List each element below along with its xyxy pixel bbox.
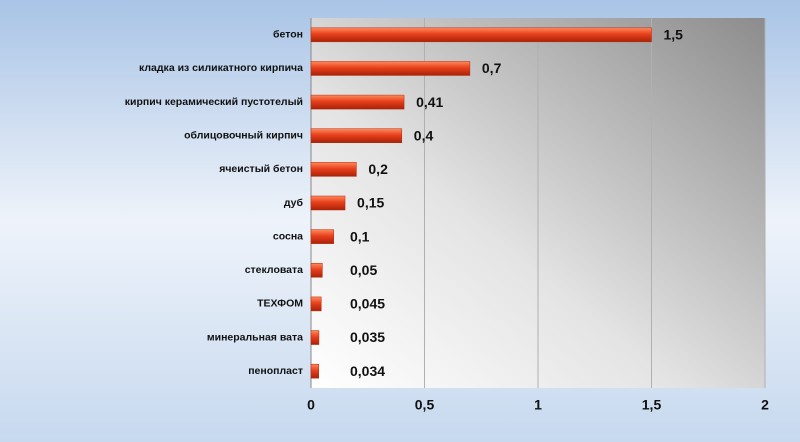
value-label: 0,15 <box>357 195 384 211</box>
value-label: 0,2 <box>368 161 388 177</box>
x-tick-label: 1,5 <box>642 397 662 413</box>
bar <box>310 27 652 43</box>
x-tick-label: 0,5 <box>415 397 435 413</box>
bar <box>310 363 319 379</box>
bar <box>310 162 357 177</box>
value-label: 0,05 <box>350 262 377 278</box>
value-label: 0,4 <box>414 127 434 143</box>
y-tick-label: дуб <box>284 197 304 209</box>
x-tick-label: 0 <box>307 397 315 413</box>
y-tick-label: ТЕХФОМ <box>257 298 303 310</box>
value-label: 0,1 <box>350 228 370 244</box>
value-label: 1,5 <box>664 27 684 43</box>
y-tick-label: кладка из силикатного кирпича <box>139 62 303 74</box>
y-tick-label: минеральная вата <box>207 331 303 343</box>
bar <box>310 61 471 76</box>
bar <box>310 94 405 110</box>
y-tick-label: кирпич керамический пустотелый <box>125 96 303 108</box>
y-tick-label: бетон <box>273 29 303 41</box>
value-label: 0,7 <box>482 60 502 76</box>
y-tick-label: стекловата <box>245 264 303 276</box>
y-tick-label: ячеистый бетон <box>219 163 303 175</box>
value-label: 0,035 <box>350 329 385 345</box>
bar <box>310 229 334 244</box>
y-tick-label: пенопласт <box>248 365 303 377</box>
bar <box>310 263 323 278</box>
x-tick-label: 1 <box>534 397 542 413</box>
value-label: 0,045 <box>350 296 385 312</box>
bar <box>310 128 403 143</box>
x-tick-label: 2 <box>761 397 769 413</box>
bar <box>310 296 322 312</box>
bar <box>310 330 320 345</box>
value-label: 0,034 <box>350 363 385 379</box>
bar <box>310 195 346 211</box>
y-tick-label: сосна <box>273 230 303 242</box>
y-tick-label: облицовочный кирпич <box>184 130 303 142</box>
value-label: 0,41 <box>416 94 443 110</box>
